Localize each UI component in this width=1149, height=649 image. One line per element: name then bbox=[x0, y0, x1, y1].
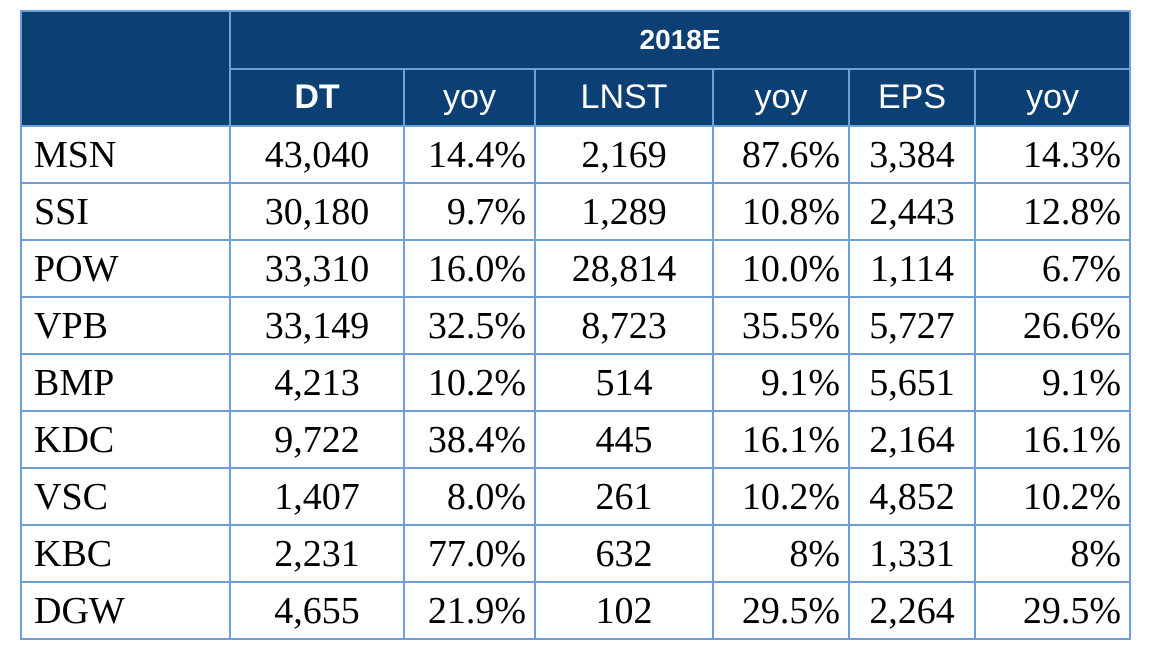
lnst-cell: 261 bbox=[534, 467, 714, 526]
eps-yoy-cell: 14.3% bbox=[973, 125, 1132, 184]
dt-yoy-cell: 9.7% bbox=[403, 182, 536, 241]
ticker-cell: SSI bbox=[20, 182, 231, 241]
eps-cell: 2,264 bbox=[848, 581, 976, 640]
ticker-cell: KDC bbox=[20, 410, 231, 469]
lnst-yoy-cell: 9.1% bbox=[712, 353, 850, 412]
header-corner-cell bbox=[20, 10, 231, 127]
dt-yoy-cell: 32.5% bbox=[403, 296, 536, 355]
dt-cell: 43,040 bbox=[229, 125, 405, 184]
dt-yoy-cell: 16.0% bbox=[403, 239, 536, 298]
lnst-yoy-cell: 29.5% bbox=[712, 581, 850, 640]
lnst-cell: 445 bbox=[534, 410, 714, 469]
lnst-yoy-cell: 10.8% bbox=[712, 182, 850, 241]
dt-yoy-cell: 14.4% bbox=[403, 125, 536, 184]
ticker-cell: DGW bbox=[20, 581, 231, 640]
lnst-yoy-cell: 16.1% bbox=[712, 410, 850, 469]
eps-cell: 2,443 bbox=[848, 182, 976, 241]
dt-yoy-cell: 38.4% bbox=[403, 410, 536, 469]
eps-yoy-cell: 6.7% bbox=[973, 239, 1132, 298]
ticker-cell: VPB bbox=[20, 296, 231, 355]
header-eps: EPS bbox=[848, 68, 976, 127]
eps-yoy-cell: 29.5% bbox=[973, 581, 1132, 640]
header-dt-yoy: yoy bbox=[403, 68, 536, 127]
lnst-cell: 28,814 bbox=[534, 239, 714, 298]
dt-cell: 2,231 bbox=[229, 524, 405, 583]
table-row: DGW 4,655 21.9% 102 29.5% 2,264 29.5% bbox=[20, 581, 1132, 640]
header-lnst: LNST bbox=[534, 68, 714, 127]
eps-cell: 2,164 bbox=[848, 410, 976, 469]
table-row: MSN 43,040 14.4% 2,169 87.6% 3,384 14.3% bbox=[20, 125, 1132, 184]
lnst-cell: 8,723 bbox=[534, 296, 714, 355]
table-row: VPB 33,149 32.5% 8,723 35.5% 5,727 26.6% bbox=[20, 296, 1132, 355]
eps-yoy-cell: 8% bbox=[973, 524, 1132, 583]
eps-cell: 1,331 bbox=[848, 524, 976, 583]
lnst-yoy-cell: 10.2% bbox=[712, 467, 850, 526]
dt-yoy-cell: 8.0% bbox=[403, 467, 536, 526]
dt-cell: 33,310 bbox=[229, 239, 405, 298]
header-dt: DT bbox=[229, 68, 405, 127]
financial-forecast-table: 2018E DT yoy LNST yoy EPS yoy MSN 43,040… bbox=[20, 10, 1132, 640]
ticker-cell: KBC bbox=[20, 524, 231, 583]
lnst-yoy-cell: 10.0% bbox=[712, 239, 850, 298]
dt-yoy-cell: 77.0% bbox=[403, 524, 536, 583]
eps-yoy-cell: 12.8% bbox=[973, 182, 1132, 241]
ticker-cell: VSC bbox=[20, 467, 231, 526]
table-row: SSI 30,180 9.7% 1,289 10.8% 2,443 12.8% bbox=[20, 182, 1132, 241]
dt-cell: 9,722 bbox=[229, 410, 405, 469]
table-row: KBC 2,231 77.0% 632 8% 1,331 8% bbox=[20, 524, 1132, 583]
lnst-cell: 514 bbox=[534, 353, 714, 412]
ticker-cell: MSN bbox=[20, 125, 231, 184]
eps-yoy-cell: 26.6% bbox=[973, 296, 1132, 355]
lnst-yoy-cell: 8% bbox=[712, 524, 850, 583]
dt-cell: 4,655 bbox=[229, 581, 405, 640]
dt-cell: 4,213 bbox=[229, 353, 405, 412]
lnst-yoy-cell: 87.6% bbox=[712, 125, 850, 184]
table-row: VSC 1,407 8.0% 261 10.2% 4,852 10.2% bbox=[20, 467, 1132, 526]
header-eps-yoy: yoy bbox=[973, 68, 1132, 127]
dt-yoy-cell: 21.9% bbox=[403, 581, 536, 640]
table-row: KDC 9,722 38.4% 445 16.1% 2,164 16.1% bbox=[20, 410, 1132, 469]
eps-cell: 4,852 bbox=[848, 467, 976, 526]
lnst-cell: 1,289 bbox=[534, 182, 714, 241]
lnst-cell: 632 bbox=[534, 524, 714, 583]
eps-cell: 3,384 bbox=[848, 125, 976, 184]
eps-cell: 5,651 bbox=[848, 353, 976, 412]
dt-cell: 30,180 bbox=[229, 182, 405, 241]
dt-yoy-cell: 10.2% bbox=[403, 353, 536, 412]
eps-cell: 1,114 bbox=[848, 239, 976, 298]
eps-cell: 5,727 bbox=[848, 296, 976, 355]
lnst-yoy-cell: 35.5% bbox=[712, 296, 850, 355]
lnst-cell: 2,169 bbox=[534, 125, 714, 184]
eps-yoy-cell: 10.2% bbox=[973, 467, 1132, 526]
dt-cell: 1,407 bbox=[229, 467, 405, 526]
header-lnst-yoy: yoy bbox=[712, 68, 850, 127]
eps-yoy-cell: 9.1% bbox=[973, 353, 1132, 412]
ticker-cell: POW bbox=[20, 239, 231, 298]
eps-yoy-cell: 16.1% bbox=[973, 410, 1132, 469]
ticker-cell: BMP bbox=[20, 353, 231, 412]
table-row: POW 33,310 16.0% 28,814 10.0% 1,114 6.7% bbox=[20, 239, 1132, 298]
header-year: 2018E bbox=[228, 10, 1132, 70]
table-row: BMP 4,213 10.2% 514 9.1% 5,651 9.1% bbox=[20, 353, 1132, 412]
lnst-cell: 102 bbox=[534, 581, 714, 640]
dt-cell: 33,149 bbox=[229, 296, 405, 355]
